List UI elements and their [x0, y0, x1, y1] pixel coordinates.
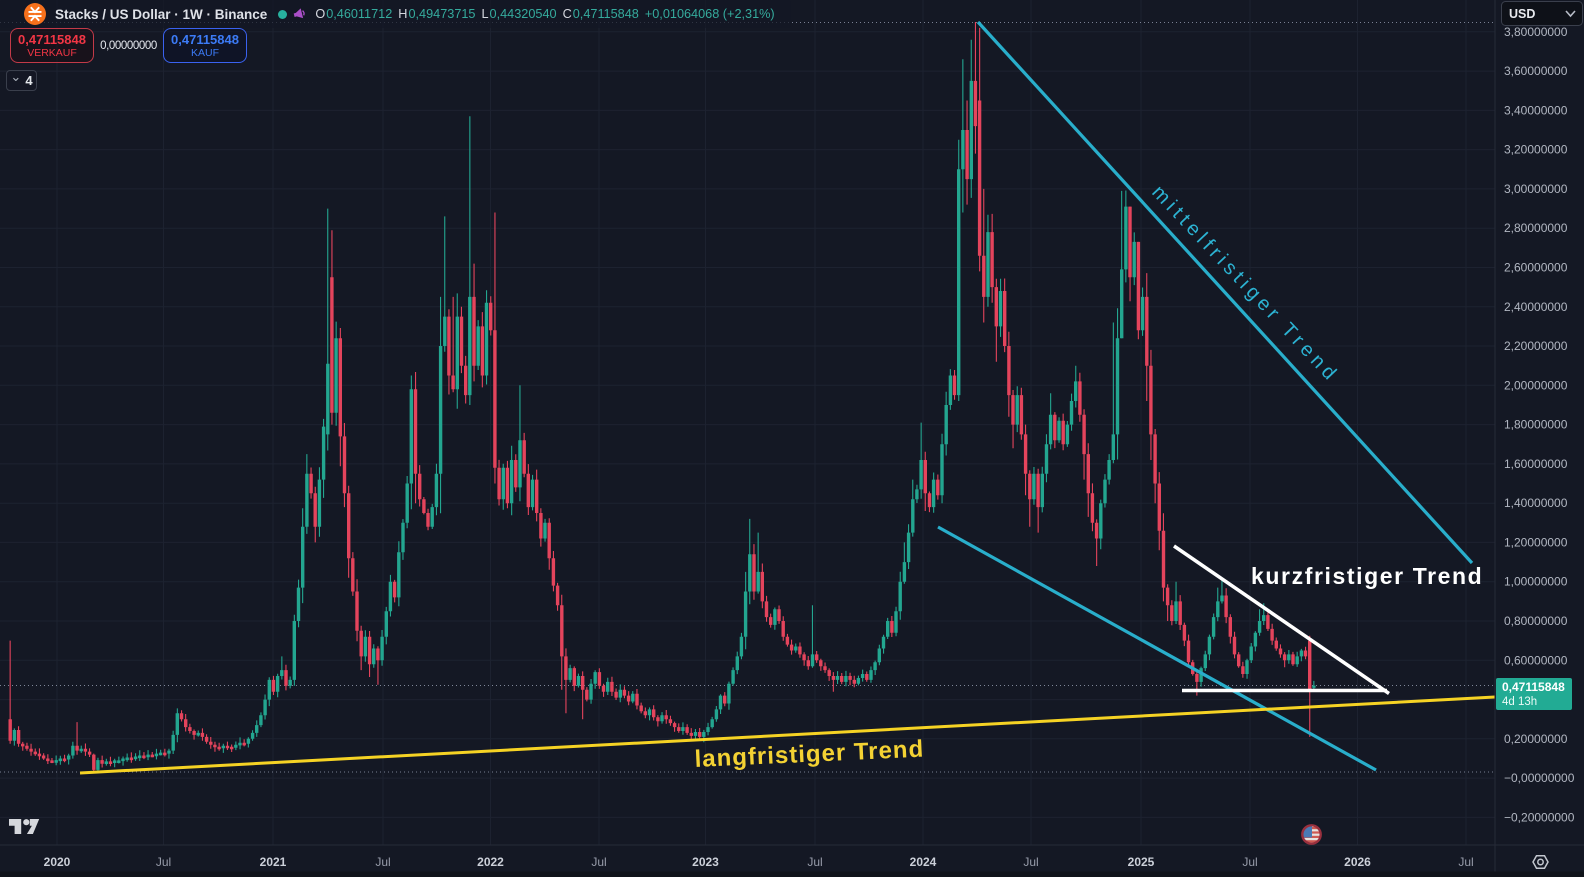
svg-text:2026: 2026: [1344, 855, 1371, 869]
svg-text:2,80000000: 2,80000000: [1504, 221, 1568, 235]
svg-text:2021: 2021: [260, 855, 287, 869]
svg-text:Jul: Jul: [1242, 855, 1257, 869]
svg-text:0,20000000: 0,20000000: [1504, 732, 1568, 746]
svg-text:3,20000000: 3,20000000: [1504, 143, 1568, 157]
svg-text:Jul: Jul: [156, 855, 171, 869]
svg-text:USD: USD: [1509, 7, 1535, 21]
svg-text:1,40000000: 1,40000000: [1504, 496, 1568, 510]
svg-text:0,47115848: 0,47115848: [1502, 680, 1565, 694]
svg-text:3,00000000: 3,00000000: [1504, 182, 1568, 196]
svg-text:3,80000000: 3,80000000: [1504, 25, 1568, 39]
svg-text:2,20000000: 2,20000000: [1504, 339, 1568, 353]
svg-text:1,20000000: 1,20000000: [1504, 535, 1568, 549]
svg-text:2,40000000: 2,40000000: [1504, 300, 1568, 314]
svg-text:3,40000000: 3,40000000: [1504, 103, 1568, 117]
svg-text:Jul: Jul: [807, 855, 822, 869]
svg-text:2024: 2024: [910, 855, 937, 869]
svg-text:Jul: Jul: [1458, 855, 1473, 869]
svg-text:Jul: Jul: [591, 855, 606, 869]
svg-text:Jul: Jul: [375, 855, 390, 869]
svg-text:2022: 2022: [477, 855, 504, 869]
svg-text:1,00000000: 1,00000000: [1504, 575, 1568, 589]
svg-text:1,80000000: 1,80000000: [1504, 418, 1568, 432]
svg-text:3,60000000: 3,60000000: [1504, 64, 1568, 78]
svg-text:2020: 2020: [44, 855, 71, 869]
svg-text:2025: 2025: [1128, 855, 1155, 869]
svg-text:0,60000000: 0,60000000: [1504, 653, 1568, 667]
svg-text:0,80000000: 0,80000000: [1504, 614, 1568, 628]
svg-text:Jul: Jul: [1023, 855, 1038, 869]
svg-text:−0,00000000: −0,00000000: [1504, 771, 1575, 785]
svg-text:4d 13h: 4d 13h: [1502, 696, 1537, 708]
svg-text:2,60000000: 2,60000000: [1504, 261, 1568, 275]
svg-text:2023: 2023: [692, 855, 719, 869]
svg-text:2,00000000: 2,00000000: [1504, 378, 1568, 392]
svg-text:kurzfristiger Trend: kurzfristiger Trend: [1251, 563, 1483, 589]
svg-text:1,60000000: 1,60000000: [1504, 457, 1568, 471]
svg-text:−0,20000000: −0,20000000: [1504, 810, 1575, 824]
